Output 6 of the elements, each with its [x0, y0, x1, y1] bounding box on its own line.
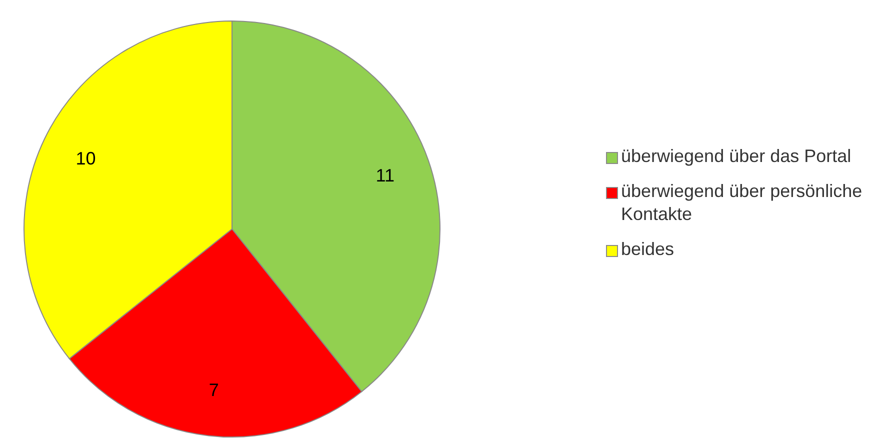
legend-label: beides: [621, 238, 674, 261]
legend-label: überwiegend über persönliche Kontakte: [621, 180, 864, 226]
data-label: 11: [376, 165, 394, 186]
legend-label: überwiegend über das Portal: [621, 145, 852, 168]
data-label: 10: [76, 148, 96, 169]
data-label: 7: [208, 380, 219, 400]
